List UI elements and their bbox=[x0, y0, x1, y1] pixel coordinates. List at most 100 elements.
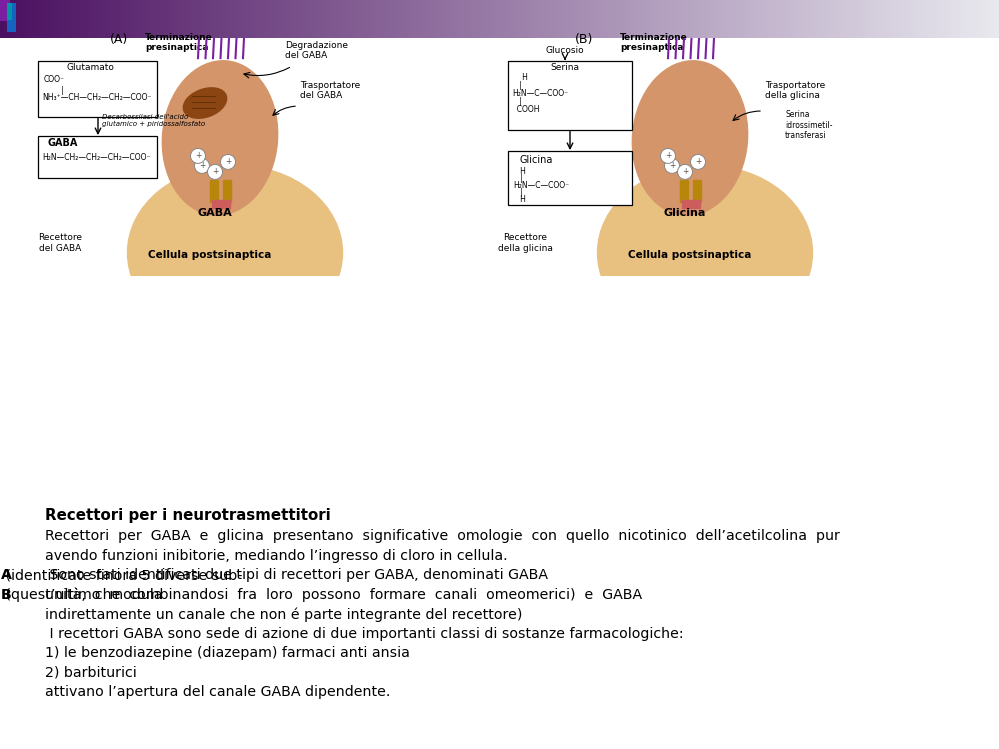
Bar bbox=[457, 0, 460, 38]
Bar bbox=[297, 0, 300, 38]
Bar bbox=[680, 180, 688, 201]
Bar bbox=[709, 0, 712, 38]
Text: +: + bbox=[695, 157, 701, 166]
Bar bbox=[353, 0, 357, 38]
Bar bbox=[57, 0, 60, 38]
Bar bbox=[373, 0, 377, 38]
Bar bbox=[50, 0, 53, 38]
Bar bbox=[303, 0, 307, 38]
Bar bbox=[33, 0, 37, 38]
Bar bbox=[270, 0, 273, 38]
Bar bbox=[862, 0, 866, 38]
Bar bbox=[509, 0, 512, 38]
Text: Serina: Serina bbox=[550, 63, 579, 72]
Ellipse shape bbox=[632, 61, 747, 215]
Bar bbox=[926, 0, 929, 38]
Bar bbox=[247, 0, 250, 38]
Bar bbox=[447, 0, 450, 38]
Text: Trasportatore
del GABA: Trasportatore del GABA bbox=[300, 81, 361, 100]
Bar bbox=[167, 0, 170, 38]
Bar bbox=[100, 0, 103, 38]
Bar bbox=[363, 0, 367, 38]
Bar bbox=[287, 0, 290, 38]
Bar bbox=[477, 0, 480, 38]
Text: Cellula postsinaptica: Cellula postsinaptica bbox=[148, 249, 272, 260]
Bar bbox=[233, 0, 237, 38]
Bar bbox=[682, 0, 686, 38]
Bar bbox=[849, 0, 852, 38]
Ellipse shape bbox=[184, 88, 227, 118]
Bar bbox=[83, 0, 87, 38]
Bar bbox=[776, 0, 779, 38]
Bar bbox=[320, 0, 323, 38]
Text: NH₃⁺—CH—CH₂—CH₂—COO⁻: NH₃⁺—CH—CH₂—CH₂—COO⁻ bbox=[42, 93, 152, 102]
Bar bbox=[93, 0, 97, 38]
Bar bbox=[689, 0, 692, 38]
Bar bbox=[712, 0, 716, 38]
Bar bbox=[210, 180, 218, 201]
Bar bbox=[277, 0, 280, 38]
Bar bbox=[7, 3, 12, 20]
Bar bbox=[549, 0, 552, 38]
FancyBboxPatch shape bbox=[38, 61, 157, 117]
Bar bbox=[739, 0, 742, 38]
Bar bbox=[117, 0, 120, 38]
Bar bbox=[283, 0, 287, 38]
Bar bbox=[892, 0, 896, 38]
Bar bbox=[669, 0, 672, 38]
Bar bbox=[536, 0, 539, 38]
Text: |: | bbox=[42, 86, 64, 95]
Bar bbox=[140, 0, 143, 38]
Bar bbox=[772, 0, 776, 38]
Bar bbox=[313, 0, 317, 38]
Bar bbox=[417, 0, 420, 38]
Bar bbox=[340, 0, 343, 38]
Text: Serina
idrossimetil-
transferasi: Serina idrossimetil- transferasi bbox=[785, 110, 832, 140]
Bar bbox=[522, 0, 526, 38]
Bar bbox=[659, 0, 662, 38]
Text: Trasportatore
della glicina: Trasportatore della glicina bbox=[765, 81, 825, 100]
Text: Glucosio: Glucosio bbox=[545, 46, 584, 55]
Bar bbox=[692, 0, 696, 38]
Bar bbox=[343, 0, 347, 38]
Text: Recettore
della glicina: Recettore della glicina bbox=[498, 233, 552, 252]
Bar bbox=[40, 0, 43, 38]
Bar bbox=[97, 0, 100, 38]
Text: +: + bbox=[681, 167, 688, 176]
Bar bbox=[572, 0, 576, 38]
Bar bbox=[27, 0, 30, 38]
Bar bbox=[217, 0, 220, 38]
Bar bbox=[646, 0, 649, 38]
Bar bbox=[622, 0, 626, 38]
Bar bbox=[866, 0, 869, 38]
Bar bbox=[799, 0, 802, 38]
Bar bbox=[932, 0, 936, 38]
Bar bbox=[30, 38, 970, 276]
Bar bbox=[759, 0, 762, 38]
Text: Recettori  per  GABA  e  glicina  presentano  significative  omologie  con  quel: Recettori per GABA e glicina presentano … bbox=[45, 530, 840, 544]
Bar bbox=[832, 0, 836, 38]
Bar bbox=[519, 0, 522, 38]
Bar bbox=[936, 0, 939, 38]
Bar bbox=[337, 0, 340, 38]
Bar bbox=[656, 0, 659, 38]
Bar bbox=[257, 0, 260, 38]
Ellipse shape bbox=[570, 300, 869, 365]
Bar bbox=[639, 0, 642, 38]
Circle shape bbox=[221, 154, 236, 169]
Bar bbox=[869, 0, 872, 38]
Bar bbox=[383, 0, 387, 38]
Bar bbox=[397, 0, 400, 38]
Text: (identificate finora 5 diverse sub-: (identificate finora 5 diverse sub- bbox=[1, 568, 243, 583]
Bar bbox=[693, 180, 701, 201]
Bar bbox=[497, 0, 500, 38]
Bar bbox=[137, 0, 140, 38]
Bar bbox=[902, 0, 906, 38]
Text: +: + bbox=[664, 151, 671, 160]
Bar bbox=[506, 0, 509, 38]
Bar bbox=[460, 0, 463, 38]
Bar bbox=[636, 0, 639, 38]
Bar bbox=[556, 0, 559, 38]
Bar bbox=[480, 0, 483, 38]
Bar bbox=[592, 0, 596, 38]
